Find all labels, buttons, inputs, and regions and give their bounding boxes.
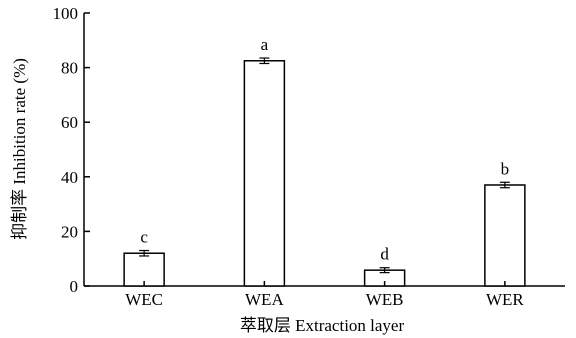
significance-letter: a [261, 35, 269, 54]
bar-group: d [363, 245, 406, 287]
significance-letter: b [501, 159, 510, 178]
significance-letter: d [380, 245, 389, 264]
significance-letter: c [140, 228, 148, 247]
y-tick-label: 20 [61, 222, 78, 241]
y-axis-title: 抑制率 Inhibition rate (%) [10, 58, 29, 240]
x-ticks: WEC WEA WEB WER [125, 281, 524, 309]
x-tick-label: WEB [366, 290, 404, 309]
x-tick-label: WEC [125, 290, 163, 309]
x-tick-label: WER [486, 290, 524, 309]
bar-group: b [484, 159, 526, 287]
bar-group: a [243, 35, 286, 287]
y-tick-label: 100 [53, 4, 79, 23]
bar [123, 252, 165, 287]
y-tick-label: 0 [70, 277, 79, 296]
bars: c a d b [123, 35, 526, 287]
x-tick-label: WEA [245, 290, 284, 309]
x-axis-title: 萃取层 Extraction layer [240, 316, 405, 335]
y-tick-label: 40 [61, 168, 78, 187]
plot-area: 0 20 40 60 80 100 c a d b WEC WEA WEB WER [53, 4, 565, 309]
y-ticks: 0 20 40 60 80 100 [53, 4, 90, 296]
bar [243, 60, 286, 287]
bar-group: c [123, 228, 165, 287]
y-tick-label: 80 [61, 59, 78, 78]
y-tick-label: 60 [61, 113, 78, 132]
bar [484, 184, 526, 287]
